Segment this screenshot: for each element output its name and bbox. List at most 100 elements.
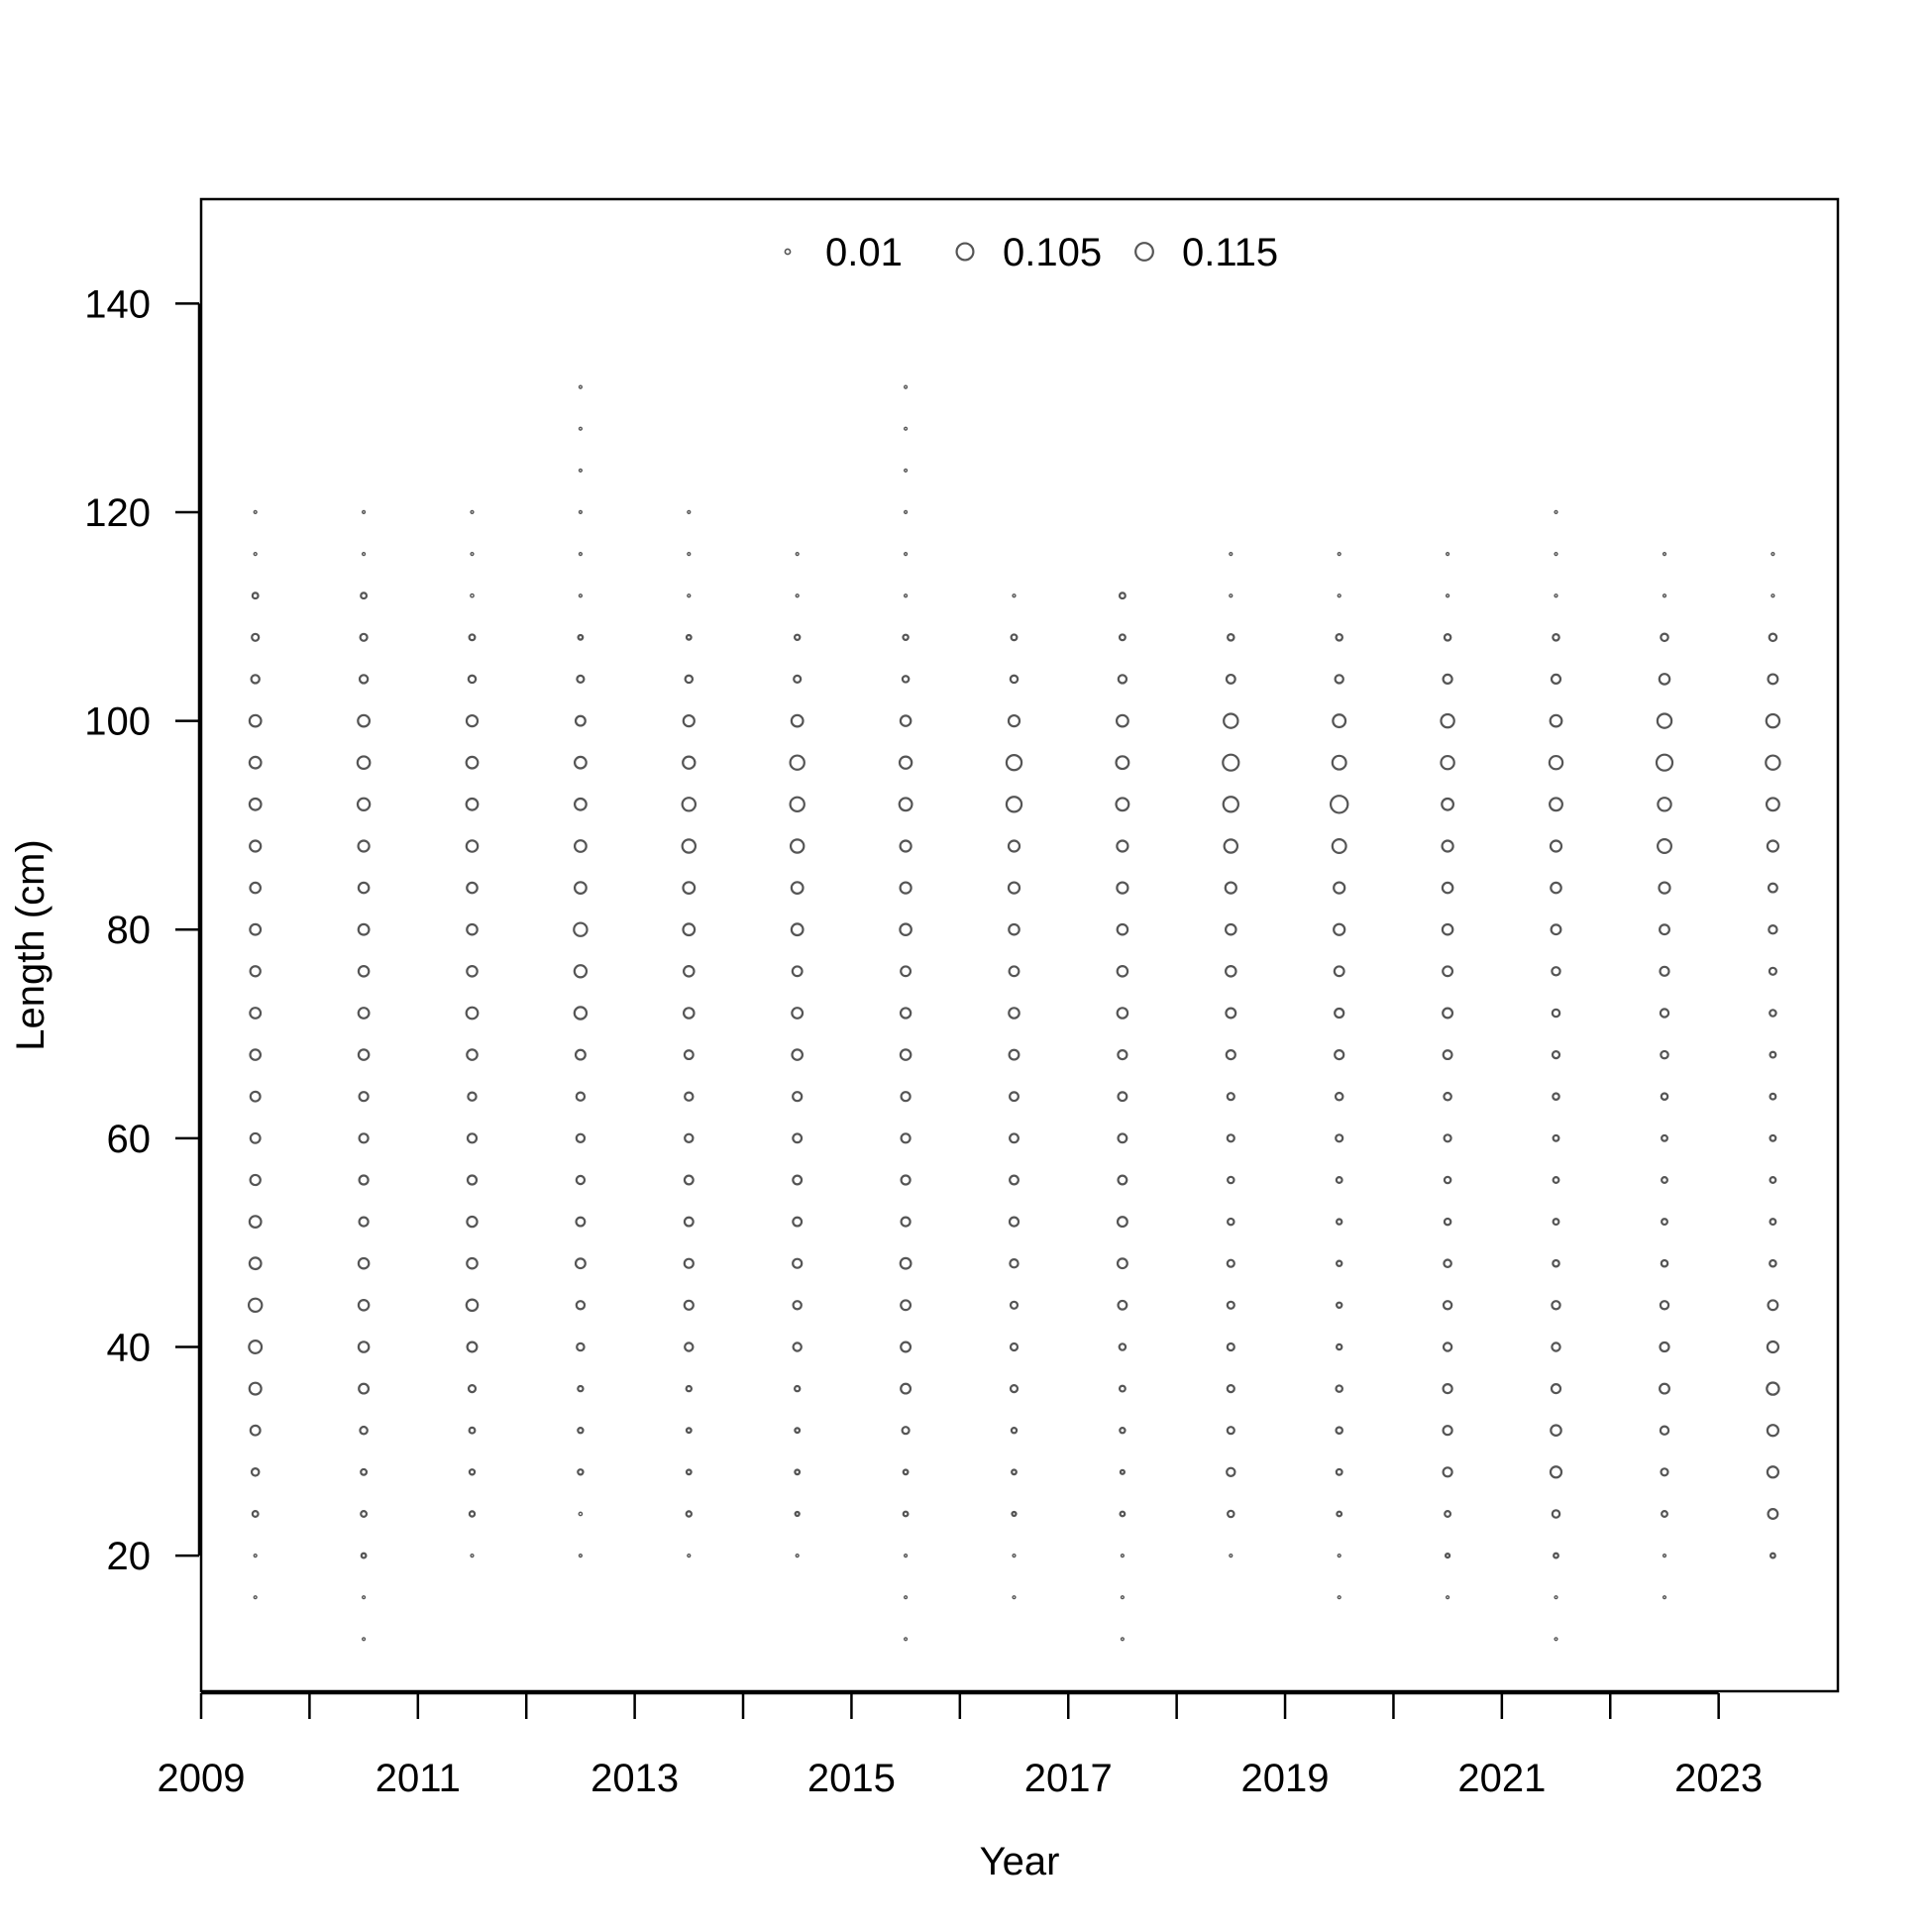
y-axis: 20 40 60 80 100 120 140 [84,282,201,1578]
legend-item: 0.01 [784,231,903,274]
bubble-point [1766,1424,1780,1438]
bubble-point [902,633,910,642]
bubble-point [687,593,692,598]
bubble-point [356,755,372,771]
bubble-point [573,964,589,979]
bubble-point [249,1048,263,1061]
bubble-point [466,922,479,936]
bubble-point [903,1553,909,1558]
bubble-point [682,1007,696,1020]
bubble-point [1442,1007,1454,1020]
bubble-point [1662,593,1667,598]
bubble-point [1333,922,1346,936]
bubble-point [573,1006,589,1020]
bubble-point [900,965,912,978]
bubble-point [1008,922,1020,936]
bubble-point [1007,713,1021,728]
bubble-point [249,839,263,853]
bubble-point [1552,1218,1560,1227]
bubble-point [899,1256,912,1270]
plot-frame [199,197,1840,1693]
bubble-point [1005,796,1023,813]
bubble-point [1765,754,1781,771]
bubble-point [1337,1595,1342,1600]
bubble-point [1657,838,1672,854]
bubble-point [789,754,805,771]
bubble-point [1007,881,1021,895]
bubble-point [903,384,909,389]
bubble-point [577,633,585,641]
bubble-point [684,1342,695,1352]
bubble-point [249,881,263,895]
bubble-point [791,1048,804,1061]
bubble-point [789,838,805,854]
bubble-point [683,1174,695,1186]
bubble-point [1660,1092,1669,1101]
bubble-point [1552,1258,1560,1268]
bubble-point [357,922,371,936]
bubble-point [903,1637,909,1642]
bubble-point [358,1132,370,1144]
y-tick-label: 120 [84,491,151,535]
bubble-point [357,1256,371,1270]
bubble-point [1767,1508,1779,1520]
bubble-point [357,881,371,895]
bubble-point [1120,1595,1125,1600]
bubble-point [1227,633,1235,642]
bubble-point [358,1382,371,1395]
bubble-point [794,1427,802,1435]
bubble-point [251,632,261,642]
bubble-point [899,839,912,853]
bubble-point [1661,1218,1668,1227]
bubble-point [1335,633,1343,642]
x-tick-label: 2013 [590,1757,679,1800]
bubble-point [1335,1467,1343,1476]
bubble-point [1223,838,1239,854]
bubble-point [1662,551,1667,557]
bubble-point [360,1467,369,1476]
bubble-point [794,1510,801,1518]
bubble-point [1658,881,1671,895]
bubble-point [898,797,913,812]
bubble-point [467,1091,478,1102]
bubble-point [1550,923,1562,936]
bubble-point [1120,1553,1125,1558]
bubble-point [1331,754,1347,771]
bubble-point [1767,1299,1779,1312]
bubble-point [573,839,588,853]
bubble-point [253,509,258,514]
bubble-point [576,1342,586,1352]
bubble-point [792,1174,804,1186]
x-tick-label: 2019 [1241,1757,1330,1800]
bubble-point [685,1510,694,1518]
bubble-point [681,797,698,812]
bubble-point [901,675,911,684]
bubble-point [1116,922,1129,936]
bubble-point [900,1174,912,1186]
y-tick-label: 100 [84,700,151,744]
bubble-point [578,509,583,514]
bubble-point [578,384,583,389]
bubble-point [573,921,589,937]
bubble-point [249,1424,262,1437]
bubble-point [794,1384,802,1393]
y-tick-label: 20 [107,1535,152,1578]
bubble-point [251,591,260,600]
bubble-point [900,1091,912,1103]
bubble-point [467,1384,478,1394]
bubble-point [792,1216,804,1228]
x-tick-label: 2023 [1674,1757,1763,1800]
bubble-point [466,964,479,978]
bubble-point [1771,551,1775,557]
bubble-point [1769,1133,1777,1142]
bubble-point [1659,1341,1670,1353]
bubble-point [1009,1174,1020,1186]
bubble-point [1333,965,1345,978]
bubble-point [1767,673,1779,686]
bubble-point [1337,551,1342,557]
bubble-point [1661,1133,1668,1142]
bubble-point [358,1174,370,1186]
bubble-point [793,674,803,684]
bubble-point [790,881,805,896]
